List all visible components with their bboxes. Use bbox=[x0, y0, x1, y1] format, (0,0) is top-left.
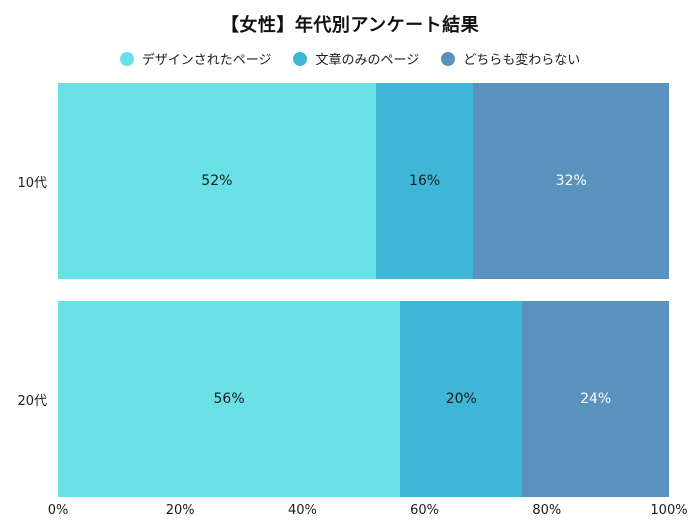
legend-item: 文章のみのページ bbox=[293, 49, 419, 68]
x-axis-tick-label: 60% bbox=[410, 503, 440, 518]
bar-segment: 56% bbox=[58, 301, 401, 497]
legend-item: どちらも変わらない bbox=[441, 49, 580, 68]
chart-title: 【女性】年代別アンケート結果 bbox=[220, 15, 480, 36]
x-axis-tick-label: 20% bbox=[165, 503, 195, 518]
bar-segment: 16% bbox=[375, 83, 474, 279]
legend-dot-icon bbox=[293, 51, 308, 66]
legend-item-label: どちらも変わらない bbox=[463, 53, 581, 68]
legend-item: デザインされたページ bbox=[119, 49, 272, 68]
x-axis-tick-label: 40% bbox=[287, 503, 317, 518]
bar-segment: 52% bbox=[58, 83, 376, 279]
stacked-bar: 56% 20% 24% bbox=[58, 301, 669, 497]
legend-dot-icon bbox=[441, 51, 456, 66]
x-axis-tick-label: 80% bbox=[532, 503, 562, 518]
legend: デザインされたページ 文章のみのページ どちらも変わらない bbox=[0, 49, 700, 68]
bar-row: 20代 56% 20% 24% bbox=[0, 301, 669, 497]
legend-item-label: デザインされたページ bbox=[141, 53, 272, 68]
legend-dot-icon bbox=[119, 51, 134, 66]
bar-segment: 24% bbox=[522, 301, 669, 497]
plot-area: 10代 52% 16% 32% 20代 56% 20% 24% bbox=[0, 83, 669, 519]
x-axis-tick-label: 100% bbox=[650, 503, 688, 518]
stacked-bar: 52% 16% 32% bbox=[58, 83, 669, 279]
bar-row: 10代 52% 16% 32% bbox=[0, 83, 669, 279]
y-axis-label: 20代 bbox=[17, 393, 47, 409]
y-axis-label: 10代 bbox=[17, 175, 47, 191]
bar-segment: 20% bbox=[400, 301, 523, 497]
bar-segment: 32% bbox=[473, 83, 669, 279]
x-axis: 0% 20% 40% 60% 80% 100% bbox=[48, 503, 688, 521]
x-axis-tick-label: 0% bbox=[47, 503, 69, 518]
legend-item-label: 文章のみのページ bbox=[315, 53, 420, 68]
